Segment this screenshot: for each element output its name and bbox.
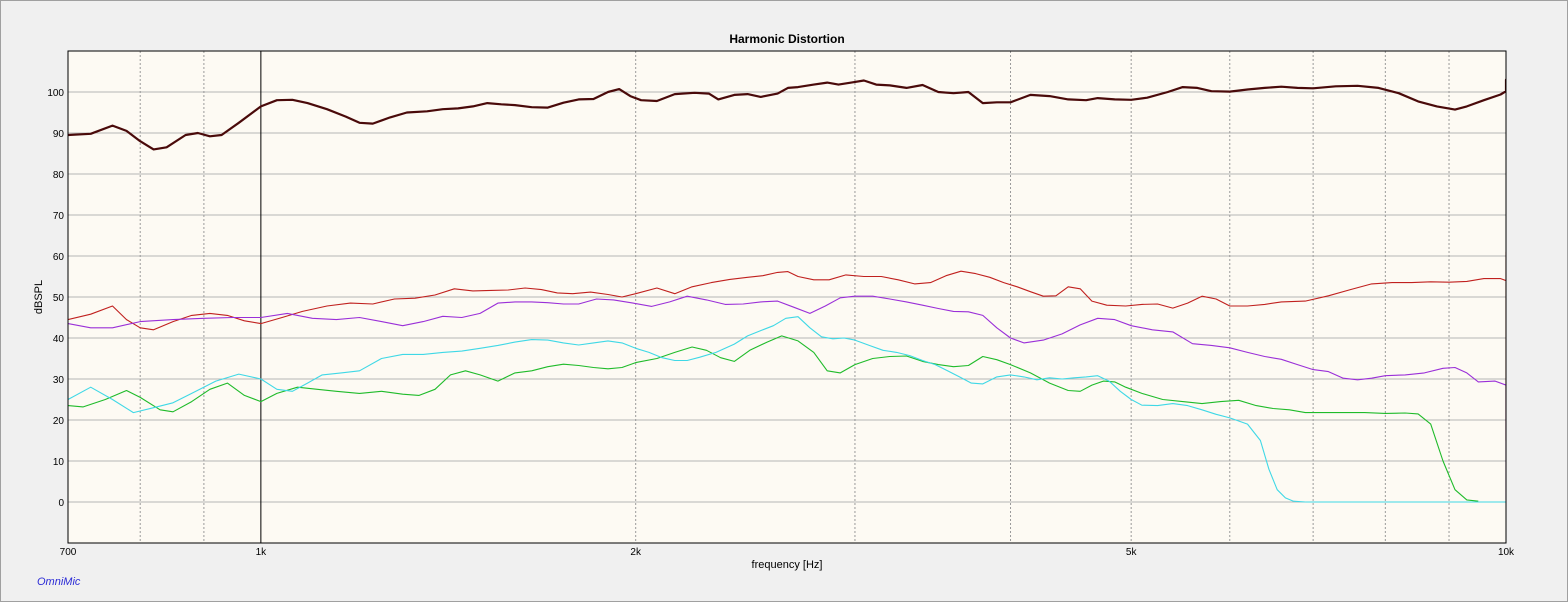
series-line-5 [68,316,1306,503]
x-tick-label: 700 [60,547,77,558]
y-tick-label: 90 [53,129,65,140]
x-tick-label: 5k [1126,547,1138,558]
x-tick-label: 10k [1498,547,1515,558]
y-tick-label: 100 [47,88,64,99]
y-tick-label: 70 [53,211,65,222]
y-tick-label: 50 [53,293,65,304]
y-tick-label: 10 [53,457,65,468]
x-tick-label: 1k [256,547,268,558]
series-line-1 [68,78,1506,151]
series-line-4 [68,335,1479,502]
y-tick-label: 20 [53,416,65,427]
y-tick-label: 40 [53,334,65,345]
y-tick-label: 0 [58,498,64,509]
x-axis-label: frequency [Hz] [752,559,823,571]
brand-label: OmniMic [37,576,81,588]
x-tick-label: 2k [630,547,642,558]
chart-title: Harmonic Distortion [729,32,844,46]
series-line-3 [68,295,1506,500]
y-axis-label: dBSPL [33,280,45,314]
y-tick-label: 80 [53,170,65,181]
y-tick-label: 60 [53,252,65,263]
series-line-2 [68,251,1506,441]
y-tick-label: 30 [53,375,65,386]
plot-border [67,50,1507,544]
